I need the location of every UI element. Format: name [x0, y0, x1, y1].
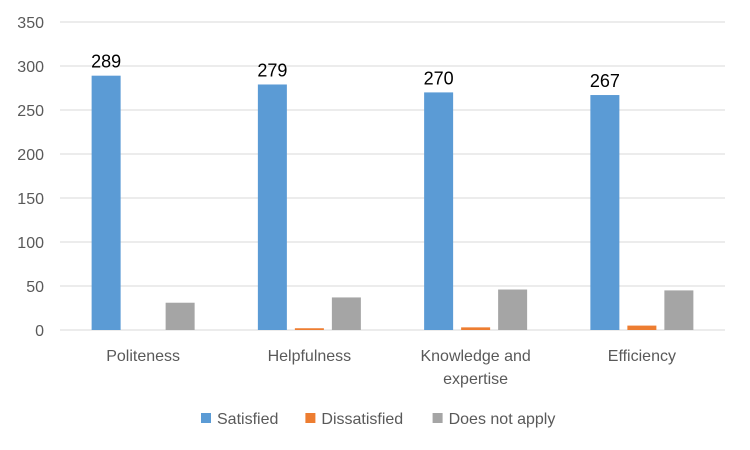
gridlines: [60, 21, 725, 331]
x-category-label: Knowledge and expertise: [420, 348, 530, 388]
y-tick-label: 100: [17, 235, 44, 252]
legend: Satisfied Dissatisfied Does not apply: [201, 411, 555, 428]
data-label: 279: [257, 60, 287, 80]
bar-satisfied-helpfulness: [257, 84, 287, 330]
bar-satisfied-efficiency: [590, 95, 620, 330]
data-label: 289: [91, 52, 121, 72]
y-tick-label: 200: [17, 147, 44, 164]
y-tick-label: 50: [26, 279, 44, 296]
x-category-label-line: expertise: [443, 371, 508, 388]
x-category-label: Helpfulness: [268, 348, 352, 365]
x-category-label-line: Knowledge and: [420, 348, 530, 365]
x-axis-category-labels: Politeness Helpfulness Knowledge and expert…: [106, 348, 676, 388]
legend-label: Satisfied: [217, 411, 278, 428]
bar-does-not-apply-efficiency: [664, 290, 694, 330]
legend-label: Does not apply: [449, 411, 556, 428]
bar-dissatisfied-helpfulness: [294, 328, 324, 330]
y-tick-label: 250: [17, 103, 44, 120]
data-label: 267: [590, 71, 620, 91]
bar-satisfied-knowledge-and-expertise: [424, 92, 454, 331]
x-category-label: Politeness: [106, 348, 180, 365]
y-tick-label: 0: [35, 323, 44, 340]
y-tick-label: 300: [17, 59, 44, 76]
y-axis-tick-labels: 0 50 100 150 200 250 300 350: [17, 15, 44, 340]
x-category-label-line: Efficiency: [608, 348, 676, 365]
bar-dissatisfied-efficiency: [627, 325, 657, 330]
bar-dissatisfied-knowledge-and-expertise: [461, 327, 491, 330]
x-category-label-line: Helpfulness: [268, 348, 352, 365]
bars: [91, 75, 694, 331]
data-label: 270: [424, 68, 454, 88]
y-tick-label: 350: [17, 15, 44, 32]
bar-does-not-apply-helpfulness: [331, 297, 361, 330]
legend-swatch-does-not-apply: [432, 413, 443, 423]
x-category-label: Efficiency: [608, 348, 676, 365]
legend-label: Dissatisfied: [321, 411, 403, 428]
bar-does-not-apply-knowledge-and-expertise: [498, 289, 528, 330]
y-tick-label: 150: [17, 191, 44, 208]
data-labels: 289 279 270 267: [91, 52, 620, 91]
bar-does-not-apply-politeness: [165, 302, 195, 330]
bar-satisfied-politeness: [91, 75, 121, 331]
legend-swatch-satisfied: [201, 413, 211, 423]
x-category-label-line: Politeness: [106, 348, 180, 365]
legend-swatch-dissatisfied: [305, 413, 316, 423]
